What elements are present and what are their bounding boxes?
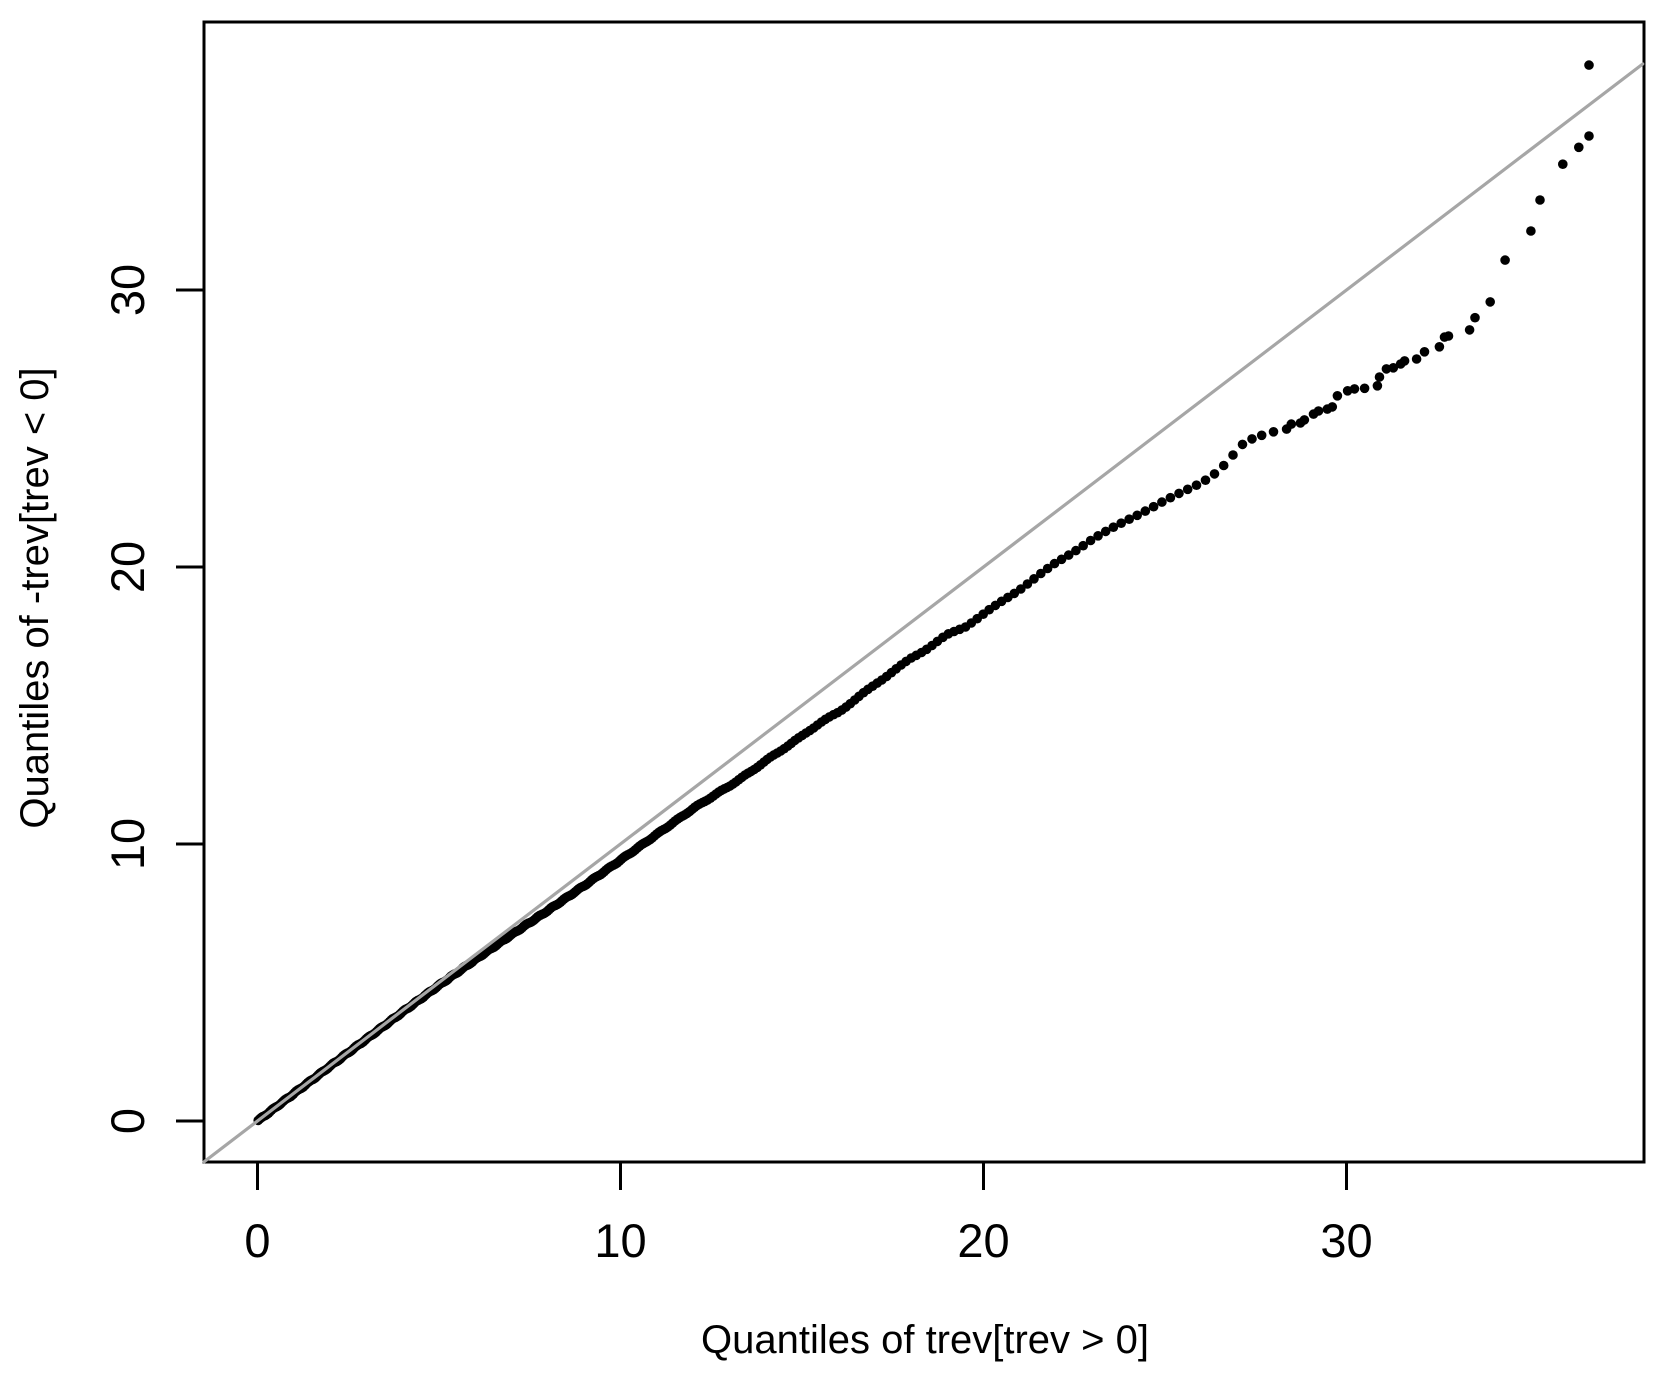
scatter-point — [1535, 195, 1545, 205]
scatter-point — [1359, 383, 1370, 394]
scatter-point — [1036, 568, 1046, 579]
scatter-point — [1056, 554, 1067, 565]
scatter-point — [1124, 514, 1134, 524]
scatter-point — [1200, 475, 1211, 486]
scatter-point — [1022, 579, 1033, 589]
scatter-point — [1174, 488, 1184, 499]
scatter-point — [1191, 480, 1202, 491]
y-axis-ticks: 0 10 20 30 — [101, 264, 204, 1134]
scatter-point — [1071, 545, 1081, 556]
scatter-point — [1165, 492, 1176, 503]
scatter-point — [1584, 131, 1594, 141]
scatter-point — [1526, 226, 1536, 236]
x-tick-label: 10 — [594, 1214, 646, 1267]
scatter-point — [1286, 419, 1297, 429]
scatter-point — [1063, 550, 1074, 560]
y-tick-label: 10 — [101, 818, 154, 870]
scatter-point — [1228, 450, 1238, 460]
scatter-point — [1209, 469, 1220, 479]
scatter-point — [1078, 540, 1088, 551]
scatter-point — [1108, 522, 1119, 532]
scatter-point — [1558, 159, 1568, 169]
reference-line — [202, 62, 1645, 1164]
data-points — [253, 60, 1594, 1126]
scatter-point — [1419, 347, 1430, 357]
scatter-point — [1247, 434, 1257, 444]
scatter-point — [1182, 484, 1193, 495]
scatter-point — [1256, 430, 1267, 441]
x-axis-ticks: 0 10 20 30 — [244, 1162, 1373, 1267]
y-tick-label: 0 — [101, 1108, 154, 1134]
y-tick-label: 30 — [101, 264, 154, 316]
scatter-point — [1085, 535, 1096, 546]
scatter-point — [1470, 312, 1480, 323]
scatter-point — [1029, 574, 1039, 584]
y-axis-title: Quantiles of -trev[trev < 0] — [13, 367, 57, 828]
scatter-point — [1374, 372, 1385, 382]
scatter-point — [1584, 60, 1594, 70]
scatter-point — [1443, 331, 1454, 341]
x-tick-label: 30 — [1320, 1214, 1372, 1267]
x-tick-label: 20 — [957, 1214, 1009, 1267]
scatter-point — [1042, 563, 1053, 574]
scatter-point — [1500, 255, 1510, 265]
scatter-point — [1268, 427, 1279, 437]
scatter-point — [1140, 506, 1151, 516]
scatter-point — [1218, 460, 1229, 471]
scatter-point — [1327, 402, 1338, 412]
scatter-point — [1148, 501, 1159, 512]
scatter-point — [1237, 439, 1248, 450]
scatter-point — [1411, 354, 1422, 364]
x-tick-label: 0 — [244, 1214, 270, 1267]
scatter-point — [1332, 391, 1343, 401]
scatter-point — [1100, 526, 1111, 537]
plot-box — [202, 20, 1646, 1164]
scatter-point — [1299, 415, 1310, 425]
scatter-point — [1093, 531, 1103, 541]
scatter-point — [1399, 356, 1410, 366]
scatter-point — [1116, 518, 1126, 528]
scatter-point — [1313, 406, 1324, 416]
x-axis-title: Quantiles of trev[trev > 0] — [701, 1318, 1149, 1362]
scatter-point — [1349, 384, 1360, 394]
scatter-point — [1388, 363, 1399, 373]
scatter-point — [1574, 142, 1584, 153]
scatter-point — [1485, 297, 1495, 307]
scatter-point — [1434, 342, 1445, 352]
y-tick-label: 20 — [101, 541, 154, 593]
scatter-point — [1372, 381, 1383, 391]
scatter-point — [1016, 584, 1026, 594]
scatter-point — [1157, 497, 1167, 507]
scatter-point — [1049, 558, 1060, 569]
scatter-point — [1464, 325, 1475, 335]
scatter-point — [1132, 510, 1142, 521]
